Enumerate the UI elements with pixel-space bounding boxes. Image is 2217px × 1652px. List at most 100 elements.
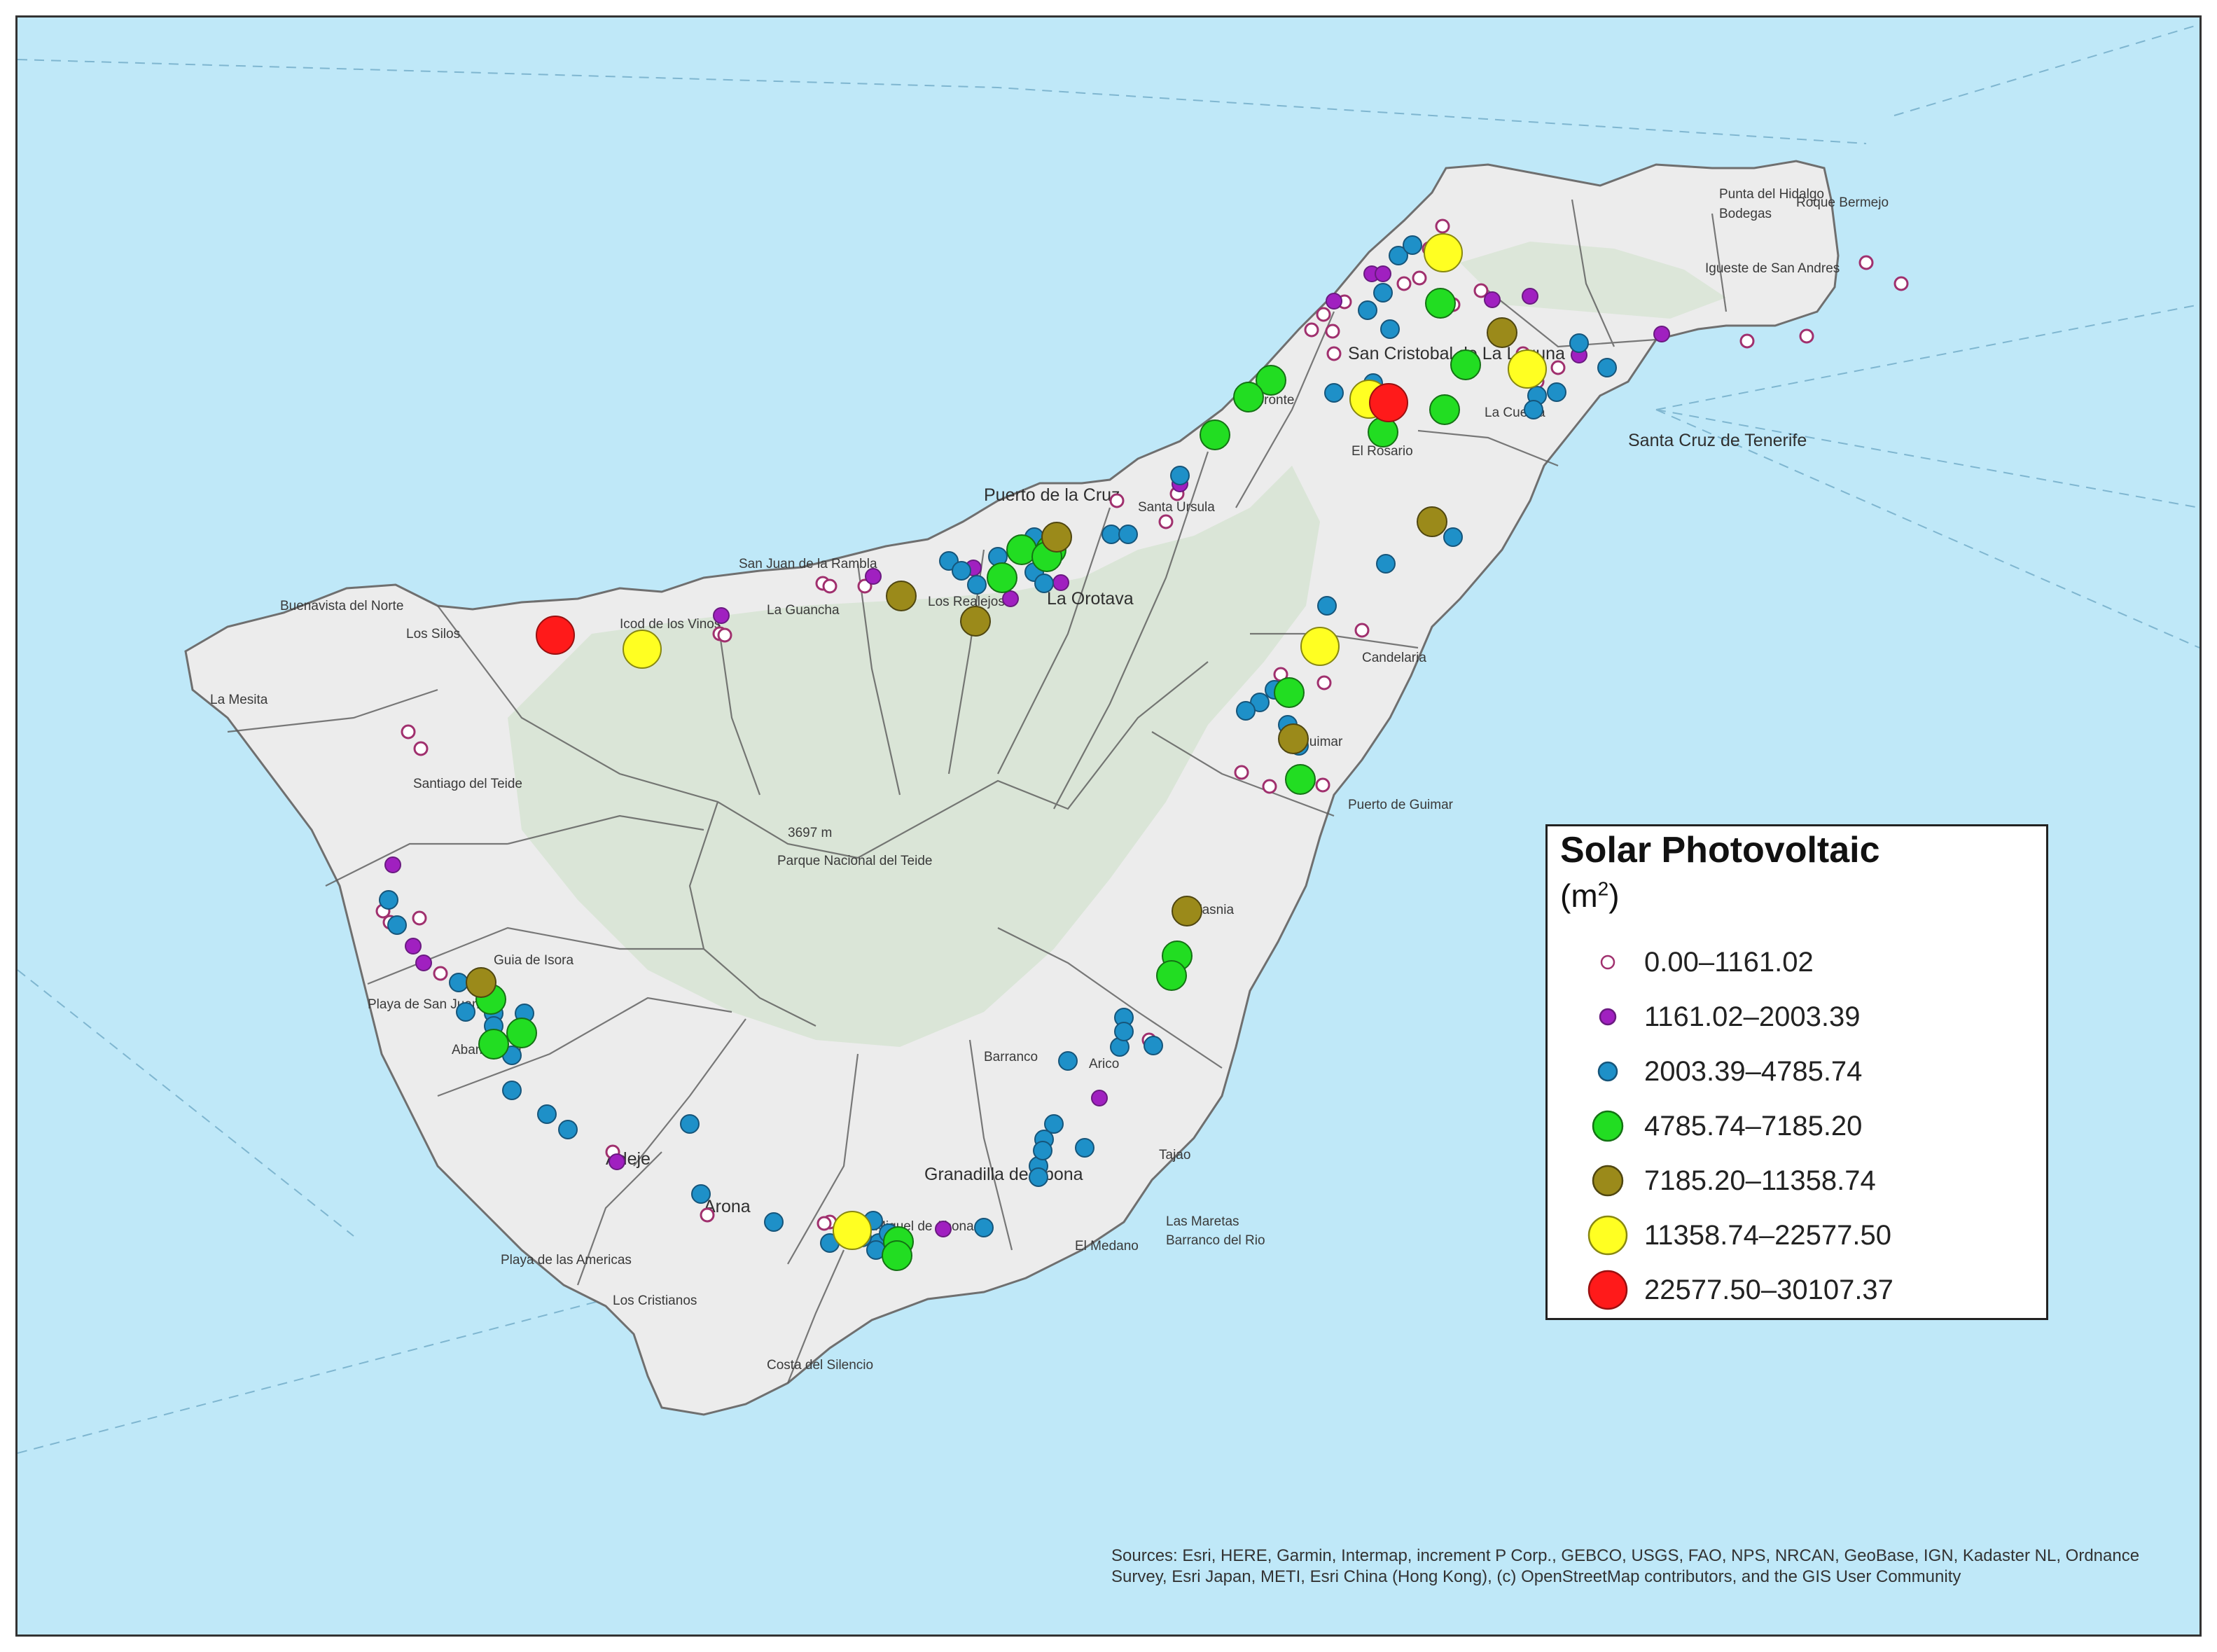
pv-marker-class-3[interactable] xyxy=(1233,382,1264,412)
pv-marker-class-2[interactable] xyxy=(1058,1051,1078,1071)
pv-marker-class-1[interactable] xyxy=(1002,590,1019,607)
pv-marker-class-0[interactable] xyxy=(1316,307,1331,322)
pv-marker-class-3[interactable] xyxy=(1450,349,1481,380)
pv-marker-class-4[interactable] xyxy=(1041,522,1072,553)
pv-marker-class-1[interactable] xyxy=(405,938,422,955)
pv-marker-class-0[interactable] xyxy=(822,578,838,594)
pv-marker-class-0[interactable] xyxy=(1435,218,1450,234)
pv-marker-class-2[interactable] xyxy=(1044,1114,1064,1134)
pv-marker-class-0[interactable] xyxy=(433,966,448,981)
pv-marker-class-2[interactable] xyxy=(1170,466,1190,485)
pv-marker-class-2[interactable] xyxy=(1118,525,1138,544)
pv-marker-class-3[interactable] xyxy=(1425,288,1456,319)
pv-marker-class-0[interactable] xyxy=(1326,346,1342,361)
pv-marker-class-2[interactable] xyxy=(558,1120,578,1139)
pv-marker-class-0[interactable] xyxy=(1316,675,1332,690)
pv-marker-class-0[interactable] xyxy=(413,741,429,756)
pv-marker-class-2[interactable] xyxy=(1443,527,1463,547)
pv-marker-class-2[interactable] xyxy=(1389,246,1408,265)
pv-marker-class-0[interactable] xyxy=(1858,255,1874,270)
pv-marker-class-2[interactable] xyxy=(537,1104,557,1124)
pv-marker-class-2[interactable] xyxy=(1034,574,1054,593)
pv-marker-class-2[interactable] xyxy=(1569,333,1589,353)
pv-marker-class-0[interactable] xyxy=(1473,283,1489,298)
pv-marker-class-0[interactable] xyxy=(1234,765,1249,780)
pv-marker-class-1[interactable] xyxy=(1052,574,1069,591)
pv-marker-class-0[interactable] xyxy=(1354,623,1370,638)
pv-marker-class-3[interactable] xyxy=(478,1029,509,1060)
pv-marker-class-1[interactable] xyxy=(1653,326,1670,342)
pv-marker-class-1[interactable] xyxy=(1326,293,1342,310)
pv-marker-class-0[interactable] xyxy=(1304,322,1319,338)
pv-marker-class-1[interactable] xyxy=(1484,291,1501,308)
pv-marker-class-0[interactable] xyxy=(1262,779,1277,794)
pv-marker-class-3[interactable] xyxy=(1429,394,1460,425)
pv-marker-class-0[interactable] xyxy=(857,578,873,594)
pv-marker-class-2[interactable] xyxy=(1403,235,1422,255)
pv-marker-class-4[interactable] xyxy=(960,606,991,637)
pv-marker-class-0[interactable] xyxy=(1739,333,1755,349)
pv-marker-class-2[interactable] xyxy=(967,575,987,595)
pv-marker-class-2[interactable] xyxy=(456,1002,475,1022)
pv-marker-class-6[interactable] xyxy=(536,616,575,655)
pv-marker-class-4[interactable] xyxy=(1278,723,1309,754)
pv-marker-class-2[interactable] xyxy=(1597,358,1617,377)
pv-marker-class-4[interactable] xyxy=(466,967,496,998)
pv-marker-class-0[interactable] xyxy=(1109,493,1125,508)
pv-marker-class-2[interactable] xyxy=(1114,1022,1134,1041)
pv-marker-class-2[interactable] xyxy=(1033,1141,1052,1160)
pv-marker-class-0[interactable] xyxy=(717,627,732,643)
pv-marker-class-2[interactable] xyxy=(1317,596,1337,616)
pv-marker-class-6[interactable] xyxy=(1369,383,1408,422)
pv-marker-class-3[interactable] xyxy=(987,562,1017,593)
pv-marker-class-2[interactable] xyxy=(1524,400,1543,419)
pv-marker-class-5[interactable] xyxy=(1508,349,1547,389)
pv-marker-class-0[interactable] xyxy=(1315,777,1330,793)
pv-marker-class-2[interactable] xyxy=(1075,1138,1094,1158)
pv-marker-class-4[interactable] xyxy=(1417,506,1447,537)
pv-marker-class-4[interactable] xyxy=(886,581,917,611)
pv-marker-class-2[interactable] xyxy=(680,1114,700,1134)
pv-marker-class-2[interactable] xyxy=(1324,383,1344,403)
pv-marker-class-5[interactable] xyxy=(1424,233,1463,272)
pv-marker-class-0[interactable] xyxy=(1893,276,1909,291)
pv-marker-class-2[interactable] xyxy=(764,1212,784,1232)
pv-marker-class-1[interactable] xyxy=(384,856,401,873)
pv-marker-class-2[interactable] xyxy=(952,561,971,581)
pv-marker-class-1[interactable] xyxy=(865,568,882,585)
pv-marker-class-2[interactable] xyxy=(974,1218,994,1237)
pv-marker-class-5[interactable] xyxy=(623,630,662,669)
pv-marker-class-2[interactable] xyxy=(1101,525,1121,544)
pv-marker-class-2[interactable] xyxy=(387,915,407,935)
pv-marker-class-1[interactable] xyxy=(1522,288,1538,305)
pv-marker-class-3[interactable] xyxy=(1285,764,1316,795)
pv-marker-class-0[interactable] xyxy=(1158,514,1174,529)
pv-marker-class-1[interactable] xyxy=(415,955,432,971)
pv-marker-class-0[interactable] xyxy=(1412,270,1427,286)
pv-marker-class-0[interactable] xyxy=(412,910,427,926)
pv-marker-class-1[interactable] xyxy=(1375,265,1391,282)
pv-marker-class-1[interactable] xyxy=(713,607,730,624)
pv-marker-class-3[interactable] xyxy=(1368,417,1398,447)
pv-marker-class-3[interactable] xyxy=(882,1240,912,1271)
pv-marker-class-4[interactable] xyxy=(1487,317,1517,348)
pv-marker-class-2[interactable] xyxy=(1236,701,1256,721)
pv-marker-class-0[interactable] xyxy=(1799,328,1814,344)
pv-marker-class-3[interactable] xyxy=(1200,419,1230,450)
pv-marker-class-2[interactable] xyxy=(1380,319,1400,339)
pv-marker-class-3[interactable] xyxy=(1156,960,1187,991)
pv-marker-class-2[interactable] xyxy=(1376,554,1396,574)
pv-marker-class-5[interactable] xyxy=(833,1211,872,1250)
pv-marker-class-3[interactable] xyxy=(1274,677,1305,708)
pv-marker-class-1[interactable] xyxy=(935,1221,952,1237)
pv-marker-class-0[interactable] xyxy=(1396,276,1412,291)
pv-marker-class-2[interactable] xyxy=(1144,1036,1163,1055)
pv-marker-class-0[interactable] xyxy=(816,1216,832,1231)
pv-marker-class-3[interactable] xyxy=(506,1018,537,1048)
pv-marker-class-2[interactable] xyxy=(1029,1167,1048,1187)
pv-marker-class-2[interactable] xyxy=(1547,382,1566,402)
pv-marker-class-0[interactable] xyxy=(700,1207,715,1223)
pv-marker-class-1[interactable] xyxy=(1091,1090,1108,1106)
pv-marker-class-4[interactable] xyxy=(1172,896,1202,926)
pv-marker-class-3[interactable] xyxy=(1256,365,1286,396)
